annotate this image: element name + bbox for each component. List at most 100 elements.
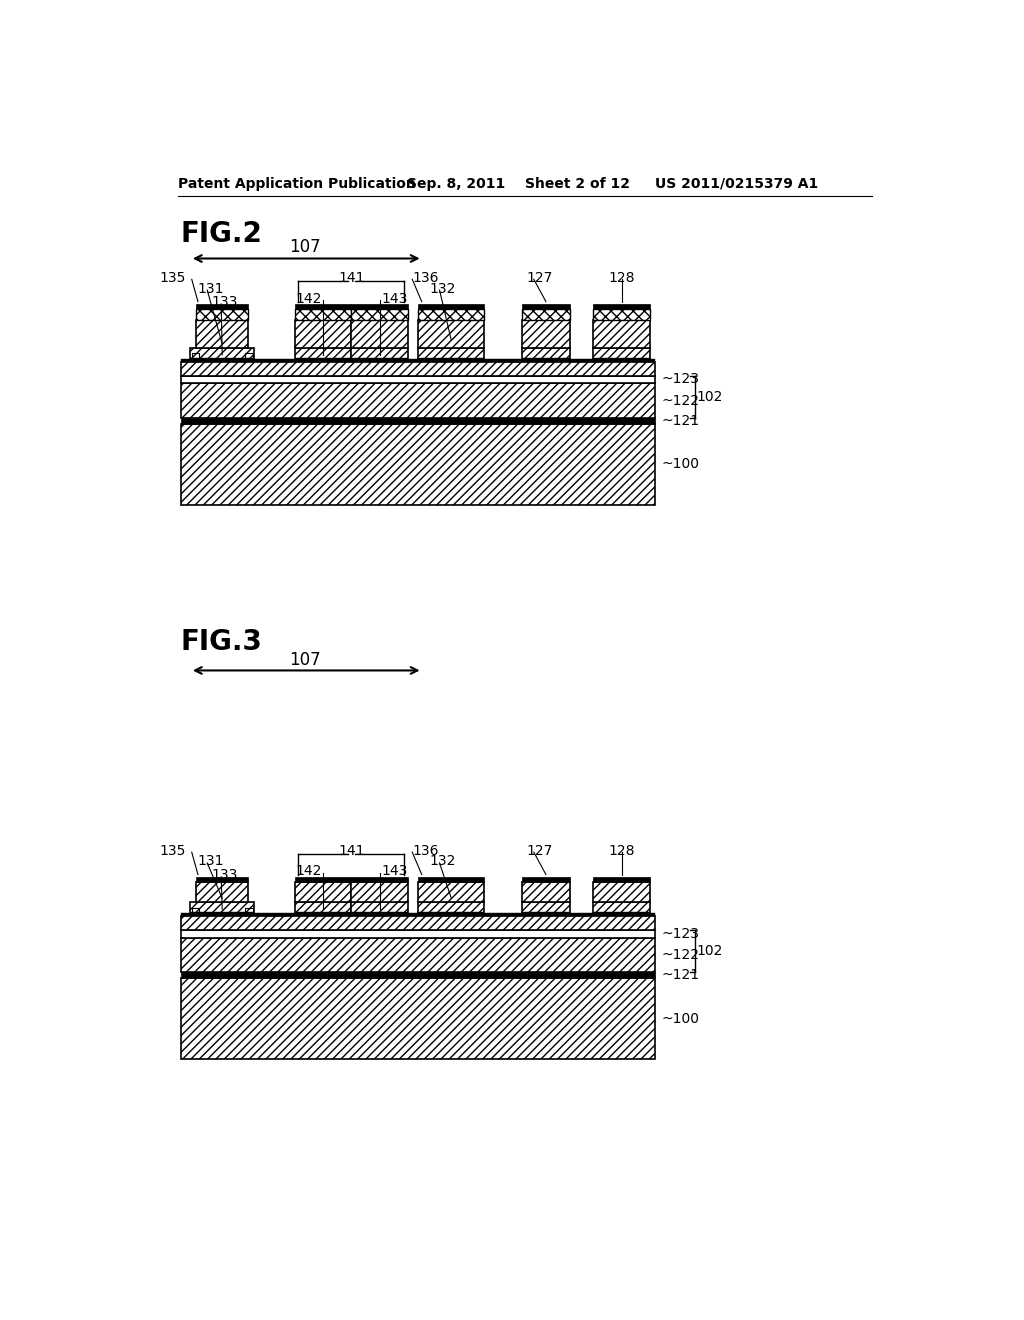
Text: 141: 141 (338, 271, 365, 285)
Bar (418, 348, 484, 359)
Text: 131: 131 (198, 281, 224, 296)
Bar (197, 876, 248, 882)
Bar (245, 908, 253, 913)
Bar (190, 903, 254, 913)
Bar (418, 882, 484, 903)
Bar (197, 304, 248, 309)
Bar (522, 882, 569, 903)
Bar (522, 348, 569, 359)
Text: FIG.2: FIG.2 (180, 220, 262, 248)
Bar (593, 358, 650, 360)
Bar (190, 348, 254, 359)
Text: 135: 135 (160, 271, 186, 285)
Text: FIG.3: FIG.3 (180, 628, 262, 656)
Text: US 2011/0215379 A1: US 2011/0215379 A1 (655, 177, 818, 191)
Text: 136: 136 (413, 843, 438, 858)
Bar (351, 903, 409, 913)
Text: ~121: ~121 (662, 969, 699, 982)
Bar (593, 903, 650, 913)
Bar (180, 418, 655, 424)
Bar (190, 358, 254, 360)
Bar (191, 354, 200, 359)
Bar (295, 882, 351, 903)
Bar (351, 321, 409, 348)
Text: 127: 127 (526, 843, 552, 858)
Bar (418, 912, 484, 915)
Text: 133: 133 (212, 869, 239, 882)
Text: Patent Application Publication: Patent Application Publication (178, 177, 416, 191)
Bar (295, 348, 351, 359)
Text: 143: 143 (382, 292, 408, 305)
Text: ~122: ~122 (662, 948, 699, 962)
Bar (418, 304, 484, 309)
Text: 131: 131 (198, 854, 224, 869)
Bar (351, 876, 409, 882)
Bar (197, 882, 248, 903)
Text: 128: 128 (608, 271, 635, 285)
Bar (180, 929, 655, 937)
Text: 142: 142 (295, 865, 322, 878)
Bar (351, 348, 409, 359)
Bar (180, 913, 655, 916)
Text: 142: 142 (295, 292, 322, 305)
Bar (522, 912, 569, 915)
Bar (180, 973, 655, 978)
Bar (593, 309, 650, 321)
Bar (191, 908, 200, 913)
Bar (295, 321, 351, 348)
Bar (418, 358, 484, 360)
Bar (180, 916, 655, 929)
Text: 128: 128 (608, 843, 635, 858)
Bar (522, 358, 569, 360)
Text: 141: 141 (338, 843, 365, 858)
Text: 107: 107 (289, 238, 321, 256)
Text: ~122: ~122 (662, 393, 699, 408)
Bar (295, 358, 409, 360)
Bar (295, 912, 409, 915)
Bar (197, 321, 248, 348)
Bar (351, 309, 409, 321)
Bar (190, 912, 254, 915)
Text: ~121: ~121 (662, 414, 699, 428)
Bar (180, 937, 655, 973)
Bar (295, 304, 351, 309)
Bar (522, 876, 569, 882)
Bar (522, 321, 569, 348)
Bar (295, 903, 351, 913)
Text: Sheet 2 of 12: Sheet 2 of 12 (524, 177, 630, 191)
Text: 132: 132 (429, 281, 456, 296)
Bar (593, 304, 650, 309)
Text: 102: 102 (697, 389, 723, 404)
Text: ~123: ~123 (662, 372, 699, 387)
Text: ~100: ~100 (662, 458, 699, 471)
Bar (180, 383, 655, 418)
Bar (180, 978, 655, 1059)
Text: 102: 102 (697, 944, 723, 958)
Text: 133: 133 (212, 296, 239, 309)
Bar (593, 912, 650, 915)
Text: 107: 107 (289, 652, 321, 669)
Bar (180, 362, 655, 376)
Bar (351, 882, 409, 903)
Bar (593, 882, 650, 903)
Bar (593, 321, 650, 348)
Bar (180, 375, 655, 383)
Text: 136: 136 (413, 271, 438, 285)
Text: ~100: ~100 (662, 1012, 699, 1026)
Bar (295, 309, 351, 321)
Bar (351, 304, 409, 309)
Bar (245, 354, 253, 359)
Bar (295, 876, 351, 882)
Text: 135: 135 (160, 843, 186, 858)
Bar (593, 348, 650, 359)
Text: 143: 143 (382, 865, 408, 878)
Bar (522, 304, 569, 309)
Bar (593, 876, 650, 882)
Bar (418, 321, 484, 348)
Bar (418, 903, 484, 913)
Bar (197, 309, 248, 321)
Bar (418, 876, 484, 882)
Bar (522, 903, 569, 913)
Text: ~123: ~123 (662, 927, 699, 941)
Bar (180, 424, 655, 506)
